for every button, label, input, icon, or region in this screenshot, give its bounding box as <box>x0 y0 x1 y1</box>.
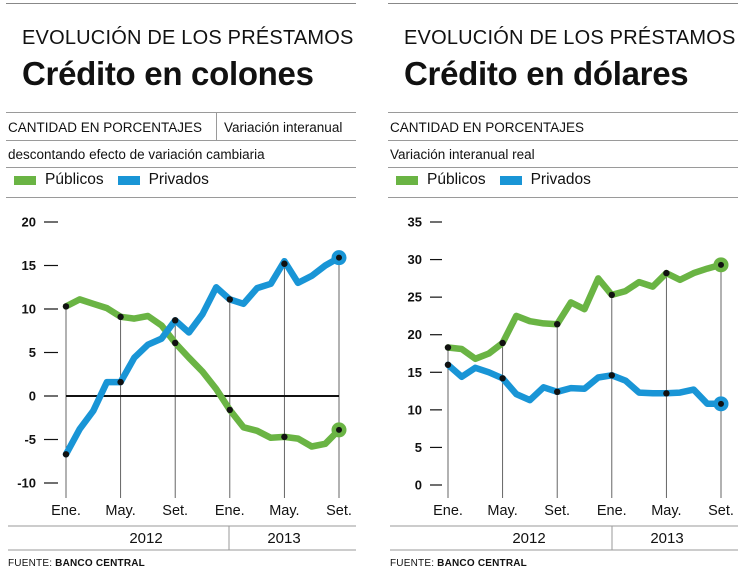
end-point-dot <box>718 400 724 407</box>
legend-swatch-privados <box>117 175 140 185</box>
data-point-marker <box>62 451 70 458</box>
series-line-privados <box>444 361 725 408</box>
x-tick-label: Set. <box>708 503 734 519</box>
data-point-marker <box>444 344 452 351</box>
series-line-publicos <box>444 261 725 363</box>
source-note: FUENTE: BANCO CENTRAL <box>390 558 527 569</box>
data-point-marker <box>663 390 670 397</box>
source-note: FUENTE: BANCO CENTRAL <box>8 558 145 569</box>
data-point-marker <box>554 388 561 396</box>
end-point-dot <box>718 261 724 268</box>
data-point-marker <box>226 296 233 303</box>
end-point-dot <box>336 254 342 261</box>
units-label: CANTIDAD EN PORCENTAJES <box>390 120 585 135</box>
chart-kicker: EVOLUCIÓN DE LOS PRÉSTAMOS <box>404 27 736 49</box>
divider <box>388 167 738 168</box>
legend-swatch-publicos <box>396 175 418 185</box>
x-tick-label: May. <box>651 503 681 519</box>
divider <box>6 197 356 198</box>
chart-title: Crédito en dólares <box>404 55 689 92</box>
legend-label-publicos: Públicos <box>427 171 486 188</box>
y-tick-label: 0 <box>415 478 422 493</box>
data-point-marker <box>117 313 124 321</box>
legend-label-privados: Privados <box>530 171 591 188</box>
y-tick-label: 35 <box>408 215 422 230</box>
legend-label-privados: Privados <box>148 171 209 188</box>
data-point-marker <box>444 361 452 368</box>
x-tick-label: May. <box>105 503 135 519</box>
data-point-marker <box>554 320 561 328</box>
y-tick-label: 10 <box>22 302 36 317</box>
y-tick-label: 15 <box>408 365 422 380</box>
series-line-publicos <box>62 296 343 450</box>
source-name: BANCO CENTRAL <box>55 558 145 569</box>
y-tick-label: 25 <box>408 290 422 305</box>
divider <box>388 112 738 113</box>
data-point-marker <box>281 260 288 267</box>
data-point-marker <box>608 372 615 379</box>
data-point-marker <box>281 433 288 441</box>
top-rule <box>6 3 356 4</box>
divider <box>388 140 738 141</box>
legend: Públicos Privados <box>14 171 223 189</box>
divider <box>6 167 356 168</box>
y-tick-label: -5 <box>24 432 36 447</box>
data-point-marker <box>172 339 179 347</box>
data-point-marker <box>117 378 124 386</box>
x-tick-label: May. <box>487 503 517 519</box>
x-tick-label: Ene. <box>597 503 627 519</box>
line-chart-colones: 20 15 10 5 0 -5 -10 Ene. May. Set. Ene. May. Set. <box>8 215 356 551</box>
chart-panel-colones: EVOLUCIÓN DE LOS PRÉSTAMOS Crédito en co… <box>0 0 356 573</box>
y-tick-label: -10 <box>17 476 36 491</box>
data-point-marker <box>608 291 615 299</box>
series-line-privados <box>62 254 343 458</box>
legend: Públicos Privados <box>396 171 605 189</box>
source-label: FUENTE: <box>390 558 435 569</box>
data-point-marker <box>226 406 233 414</box>
y-tick-label: 20 <box>408 327 422 342</box>
divider <box>6 140 356 141</box>
divider <box>6 112 356 113</box>
legend-label-publicos: Públicos <box>45 171 104 188</box>
source-name: BANCO CENTRAL <box>437 558 527 569</box>
data-point-marker <box>663 269 670 277</box>
end-point-dot <box>336 426 342 433</box>
x-tick-label: Ene. <box>51 503 81 519</box>
chart-subtitle: Variación interanual real <box>390 147 535 162</box>
legend-swatch-privados <box>499 175 522 185</box>
y-tick-label: 20 <box>22 215 36 230</box>
data-point-marker <box>172 317 179 324</box>
x-tick-label: May. <box>269 503 299 519</box>
chart-title: Crédito en colones <box>22 55 314 92</box>
chart-subtitle: descontando efecto de variación cambiari… <box>8 147 265 162</box>
x-tick-label: Ene. <box>215 503 245 519</box>
units-label: CANTIDAD EN PORCENTAJES <box>8 120 203 135</box>
subhead-separator <box>216 112 217 140</box>
legend-swatch-publicos <box>14 175 36 185</box>
year-label: 2012 <box>512 530 546 547</box>
x-tick-label: Set. <box>162 503 188 519</box>
y-tick-label: 0 <box>29 389 36 404</box>
year-label: 2012 <box>129 530 163 547</box>
x-tick-label: Set. <box>326 503 352 519</box>
year-label: 2013 <box>650 530 684 547</box>
y-tick-label: 30 <box>408 252 422 267</box>
chart-kicker: EVOLUCIÓN DE LOS PRÉSTAMOS <box>22 27 354 49</box>
year-label: 2013 <box>267 530 301 547</box>
data-point-marker <box>499 339 506 347</box>
measure-label: Variación interanual <box>224 120 343 135</box>
x-tick-label: Ene. <box>433 503 463 519</box>
line-chart-dolares: 35 30 25 20 15 10 5 0 Ene. May. Set. Ene. May. Set. <box>390 215 738 551</box>
y-tick-label: 5 <box>415 440 422 455</box>
y-tick-label: 10 <box>408 402 422 417</box>
divider <box>388 197 738 198</box>
data-point-marker <box>62 303 70 310</box>
source-label: FUENTE: <box>8 558 53 569</box>
data-point-marker <box>499 375 506 382</box>
top-rule <box>388 3 738 4</box>
y-tick-label: 5 <box>29 345 36 360</box>
chart-panel-dolares: EVOLUCIÓN DE LOS PRÉSTAMOS Crédito en dó… <box>382 0 738 573</box>
x-tick-label: Set. <box>544 503 570 519</box>
y-tick-label: 15 <box>22 258 36 273</box>
